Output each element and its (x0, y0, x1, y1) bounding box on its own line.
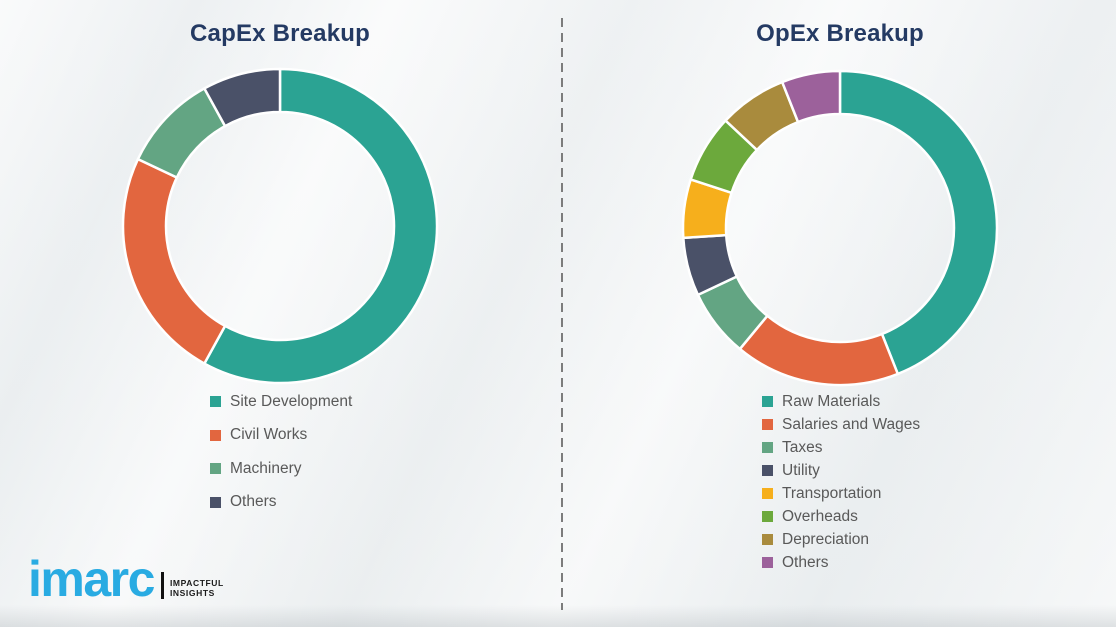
capex-chart-title: CapEx Breakup (190, 20, 370, 47)
legend-label: Raw Materials (782, 392, 881, 410)
legend-item-utility: Utility (762, 460, 920, 481)
legend-swatch-site-development (210, 396, 221, 407)
legend-swatch-others (210, 496, 221, 508)
capex-chart-panel: CapEx Breakup Site Development Civil Work… (115, 0, 445, 627)
legend-item-civil-works: Civil Works (210, 425, 352, 446)
legend-label: Taxes (782, 438, 823, 456)
legend-item-others: Others (210, 492, 352, 513)
legend-label: Others (782, 553, 829, 571)
opex-legend: Raw Materials Salaries and Wages Taxes Util… (762, 391, 920, 575)
legend-item-overheads: Overheads (762, 506, 920, 527)
legend-swatch-salaries-and-wages (762, 419, 773, 430)
legend-swatch-taxes (762, 442, 773, 453)
legend-label: Civil Works (230, 426, 308, 443)
opex-donut-chart (675, 63, 1005, 398)
donut-segment-salaries-and-wages (738, 314, 900, 387)
legend-item-site-development: Site Development (210, 391, 352, 412)
imarc-tagline-line2: INSIGHTS (169, 588, 215, 598)
imarc-logo-tagline: IMPACTFUL INSIGHTS (170, 578, 224, 602)
legend-label: Transportation (782, 484, 882, 502)
opex-chart-panel: OpEx Breakup Raw Materials Salaries and W… (675, 0, 1005, 627)
donut-segment-others (203, 67, 282, 128)
divider-dashed-line (561, 18, 563, 610)
legend-swatch-depreciation (762, 534, 773, 545)
legend-swatch-civil-works (210, 429, 221, 441)
legend-item-machinery: Machinery (210, 458, 352, 479)
imarc-logo-text: imarc (28, 551, 155, 607)
legend-label: Salaries and Wages (782, 415, 921, 433)
opex-chart-title: OpEx Breakup (756, 20, 924, 47)
imarc-logo-divider-bar (160, 572, 164, 599)
legend-swatch-machinery (210, 463, 221, 474)
donut-segment-raw-materials (838, 69, 999, 376)
legend-swatch-utility (762, 465, 773, 476)
legend-item-salaries-and-wages: Salaries and Wages (762, 414, 920, 435)
donut-segment-site-development (203, 67, 439, 385)
capex-donut-chart (115, 61, 445, 396)
capex-legend: Site Development Civil Works Machinery Othe… (210, 391, 352, 525)
legend-label: Utility (782, 461, 820, 479)
legend-label: Overheads (782, 507, 858, 525)
legend-item-transportation: Transportation (762, 483, 920, 504)
donut-segment-civil-works (121, 157, 227, 365)
imarc-tagline-line1: IMPACTFUL (169, 578, 224, 588)
legend-swatch-raw-materials (762, 396, 773, 407)
legend-label: Machinery (230, 459, 302, 477)
legend-label: Site Development (230, 392, 353, 410)
legend-swatch-others (762, 557, 773, 568)
legend-item-others: Others (762, 552, 920, 573)
legend-item-taxes: Taxes (762, 437, 920, 458)
legend-label: Others (230, 493, 277, 510)
legend-label: Depreciation (782, 530, 870, 548)
legend-item-depreciation: Depreciation (762, 529, 920, 550)
legend-swatch-transportation (762, 488, 773, 499)
imarc-logo: imarc IMPACTFUL INSIGHTS (28, 551, 224, 607)
donut-segment-others (780, 69, 842, 124)
legend-swatch-overheads (762, 511, 773, 522)
legend-item-raw-materials: Raw Materials (762, 391, 920, 412)
